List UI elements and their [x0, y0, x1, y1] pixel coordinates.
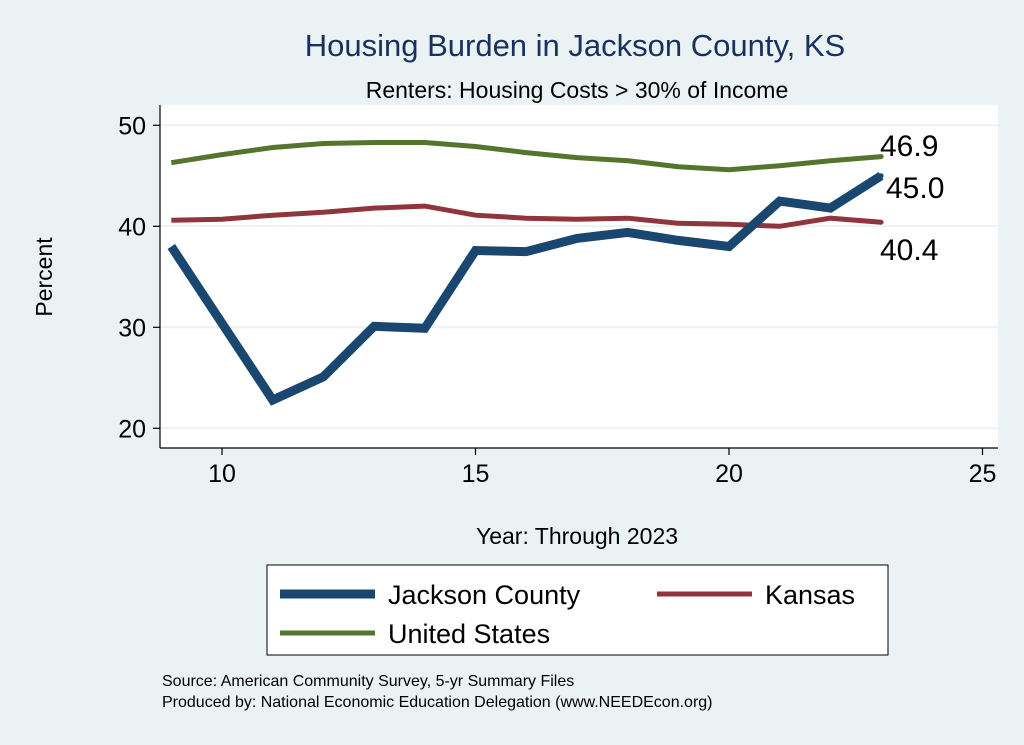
chart-subtitle: Renters: Housing Costs > 30% of Income [366, 77, 789, 103]
end-value-label: 46.9 [880, 130, 938, 163]
end-point [878, 173, 884, 179]
legend-label-united-states: United States [388, 619, 550, 649]
y-tick-label: 50 [118, 112, 146, 140]
x-tick-label: 15 [462, 460, 490, 488]
legend: Jackson County Kansas United States [266, 564, 889, 656]
grid [161, 124, 998, 430]
series-line-kansas [171, 203, 882, 229]
axes: 20 30 40 50 10 15 20 25 [118, 105, 998, 488]
source-note: Source: American Community Survey, 5-yr … [162, 673, 574, 690]
producer-note: Produced by: National Economic Education… [162, 694, 713, 711]
x-tick-label: 20 [715, 460, 743, 488]
chart-title: Housing Burden in Jackson County, KS [305, 28, 846, 63]
x-tick-label: 25 [969, 460, 997, 488]
y-tick-label: 20 [118, 415, 146, 443]
end-labels: 46.9 40.4 45.0 [880, 130, 944, 267]
y-axis-label: Percent [31, 237, 57, 317]
x-tick-label: 10 [208, 460, 236, 488]
series-line-jackson-county [167, 172, 884, 406]
y-tick-label: 30 [118, 314, 146, 342]
end-value-label: 45.0 [886, 172, 944, 205]
series-group [167, 140, 884, 406]
legend-label-kansas: Kansas [765, 580, 855, 610]
end-point [878, 154, 884, 160]
end-value-label: 40.4 [880, 234, 938, 267]
legend-box [266, 564, 889, 656]
legend-label-jackson-county: Jackson County [388, 580, 581, 610]
series-line-united-states [170, 140, 882, 173]
end-point [878, 219, 884, 225]
y-tick-label: 40 [118, 213, 146, 241]
x-axis-label: Year: Through 2023 [476, 523, 678, 549]
